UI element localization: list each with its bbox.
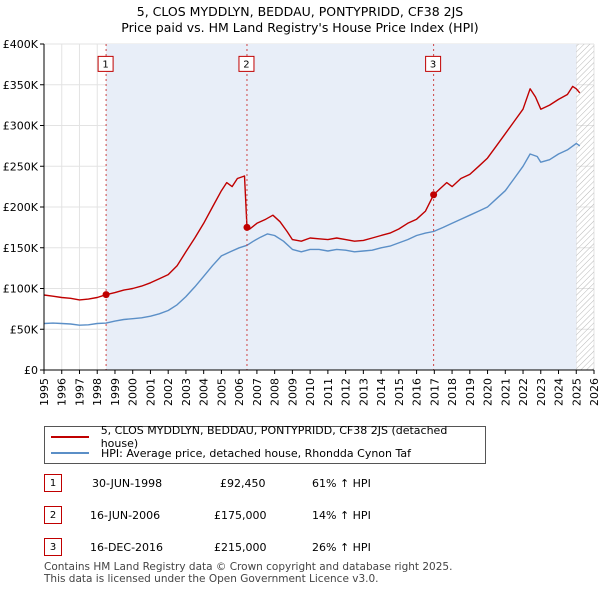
- x-tick-label: 1998: [91, 378, 104, 406]
- x-tick-label: 2022: [517, 378, 530, 406]
- x-tick-label: 2020: [482, 378, 495, 406]
- x-tick-label: 2015: [393, 378, 406, 406]
- x-tick-label: 2007: [251, 378, 264, 406]
- footer-line-copyright: Contains HM Land Registry data © Crown c…: [44, 561, 453, 573]
- sale-marker-box: [97, 55, 114, 72]
- sale-point: [243, 223, 251, 231]
- sale-price: £215,000: [214, 541, 267, 554]
- x-tick-label: 2001: [144, 378, 157, 406]
- sale-price: £175,000: [214, 509, 267, 522]
- ownership-shade: [246, 44, 434, 370]
- footer-note: Contains HM Land Registry data © Crown c…: [44, 561, 452, 585]
- sale-row: 2 16-JUN-2006 £175,000 14% ↑ HPI: [44, 506, 444, 526]
- y-tick-label: £350K: [3, 79, 39, 92]
- y-tick-label: £200K: [3, 201, 39, 214]
- y-tick-label: £300K: [3, 120, 39, 133]
- x-tick-label: 2009: [286, 378, 299, 406]
- sale-marker-box: [425, 55, 442, 72]
- x-tick-label: 2011: [322, 378, 335, 406]
- sale-hpi-change: 26% ↑ HPI: [312, 541, 371, 554]
- x-tick-label: 1995: [38, 378, 51, 406]
- y-tick-label: £150K: [3, 242, 39, 255]
- x-tick-label: 2019: [464, 378, 477, 406]
- x-tick-label: 2023: [535, 378, 548, 406]
- x-tick-label: 2003: [180, 378, 193, 406]
- y-tick-label: £250K: [3, 160, 39, 173]
- legend-label-hpi: HPI: Average price, detached house, Rhon…: [101, 446, 412, 460]
- y-tick-label: £400K: [3, 38, 39, 51]
- x-tick-label: 2006: [233, 378, 246, 406]
- x-tick-label: 2025: [570, 378, 583, 406]
- sale-number-badge: 2: [44, 506, 62, 524]
- legend-label-property: 5, CLOS MYDDLYN, BEDDAU, PONTYPRIDD, CF3…: [100, 424, 448, 450]
- hpi-line: [43, 142, 581, 326]
- legend-line-hpi: [51, 452, 89, 454]
- sale-number-badge: 1: [44, 474, 62, 492]
- sale-date: 16-DEC-2016: [90, 541, 164, 554]
- x-tick-label: 2005: [215, 378, 228, 406]
- sale-point: [102, 291, 110, 299]
- price-paid-line: [43, 85, 581, 301]
- x-tick-label: 1997: [73, 378, 86, 406]
- ownership-shade: [106, 44, 247, 370]
- hatched-region: [576, 44, 594, 370]
- x-tick-label: 2002: [162, 378, 175, 406]
- x-tick-label: 2012: [340, 378, 353, 406]
- sale-number-badge: 3: [44, 538, 62, 556]
- x-tick-label: 2008: [269, 378, 282, 406]
- sale-hpi-change: 61% ↑ HPI: [312, 477, 371, 490]
- chart-title: 5, CLOS MYDDLYN, BEDDAU, PONTYPRIDD, CF3…: [136, 4, 464, 19]
- x-tick-label: 1999: [109, 378, 122, 406]
- sale-row: 3 16-DEC-2016 £215,000 26% ↑ HPI: [44, 538, 444, 558]
- legend-item-hpi: HPI: Average price, detached house, Rhon…: [51, 445, 411, 461]
- y-tick-label: £100K: [3, 283, 39, 296]
- x-tick-label: 2017: [428, 378, 441, 406]
- x-tick-label: 2000: [127, 378, 140, 406]
- sale-point: [430, 191, 438, 199]
- sale-hpi-change: 14% ↑ HPI: [312, 509, 371, 522]
- sale-marker-label: 1: [102, 59, 108, 70]
- x-tick-label: 2014: [375, 378, 388, 406]
- y-tick-label: £50K: [10, 323, 39, 336]
- x-tick-label: 2021: [499, 378, 512, 406]
- footer-line-licence: This data is licensed under the Open Gov…: [44, 573, 379, 585]
- x-tick-label: 2010: [304, 378, 317, 406]
- sale-date: 30-JUN-1998: [92, 477, 163, 490]
- sale-price: £92,450: [220, 477, 266, 490]
- y-tick-label: £0: [24, 364, 38, 377]
- sale-date: 16-JUN-2006: [90, 509, 161, 522]
- chart-subtitle: Price paid vs. HM Land Registry's House …: [121, 20, 479, 35]
- x-tick-label: 1996: [56, 378, 69, 406]
- x-tick-label: 2013: [357, 378, 370, 406]
- chart-legend: 5, CLOS MYDDLYN, BEDDAU, PONTYPRIDD, CF3…: [44, 424, 486, 464]
- x-tick-label: 2004: [198, 378, 211, 406]
- price-chart: 1 2 3 £0 £50K £100K £150K £200K £250K £300K £350K…: [3, 38, 600, 406]
- x-tick-label: 2026: [588, 378, 600, 406]
- ownership-shade: [433, 44, 577, 370]
- sale-row: 1 30-JUN-1998 £92,450 61% ↑ HPI: [44, 474, 444, 494]
- legend-item-property: 5, CLOS MYDDLYN, BEDDAU, PONTYPRIDD, CF3…: [51, 424, 485, 450]
- x-tick-label: 2018: [446, 378, 459, 406]
- legend-line-property: [51, 436, 89, 438]
- sale-marker-box: [238, 55, 255, 72]
- sale-marker-label: 3: [430, 59, 436, 70]
- x-tick-label: 2016: [411, 378, 424, 406]
- sale-marker-label: 2: [243, 59, 249, 70]
- x-tick-label: 2024: [553, 378, 566, 406]
